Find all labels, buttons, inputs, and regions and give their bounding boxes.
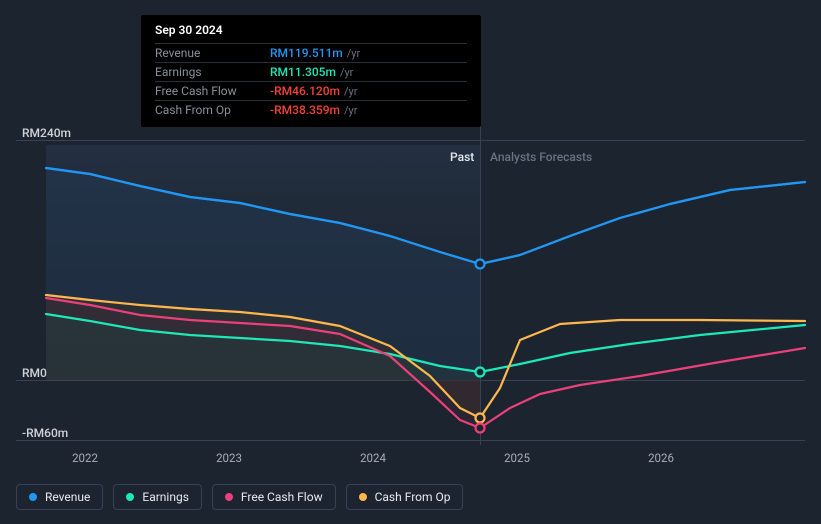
chart-tooltip: Sep 30 2024 RevenueRM119.511m/yrEarnings… [141, 15, 481, 127]
legend-item-label: Earnings [142, 490, 189, 504]
legend-item-label: Cash From Op [375, 490, 451, 504]
x-axis-label: 2022 [72, 451, 98, 465]
tooltip-row: RevenueRM119.511m/yr [155, 43, 467, 62]
tooltip-row-label: Earnings [155, 65, 270, 79]
legend-item-free-cash-flow[interactable]: Free Cash Flow [212, 484, 336, 510]
tooltip-row-label: Cash From Op [155, 103, 270, 117]
tooltip-date: Sep 30 2024 [155, 23, 467, 43]
y-axis-zero-label: RM0 [22, 366, 47, 380]
legend-dot [126, 493, 134, 501]
tooltip-row: EarningsRM11.305m/yr [155, 62, 467, 81]
legend-item-label: Free Cash Flow [241, 490, 323, 504]
legend-item-cash-from-op[interactable]: Cash From Op [346, 484, 464, 510]
x-axis-label: 2024 [360, 451, 386, 465]
chart-legend: Revenue Earnings Free Cash Flow Cash From O… [16, 484, 463, 510]
legend-item-revenue[interactable]: Revenue [16, 484, 103, 510]
legend-item-earnings[interactable]: Earnings [113, 484, 202, 510]
legend-item-label: Revenue [45, 490, 90, 504]
legend-dot [359, 493, 367, 501]
tooltip-row-unit: /yr [344, 104, 357, 117]
tooltip-row: Cash From Op-RM38.359m/yr [155, 100, 467, 119]
legend-dot [225, 493, 233, 501]
forecast-section-label: Analysts Forecasts [490, 150, 592, 164]
tooltip-row-unit: /yr [340, 66, 353, 79]
x-axis-label: 2023 [216, 451, 242, 465]
tooltip-row-value: -RM46.120m [270, 84, 340, 98]
legend-dot [29, 493, 37, 501]
tooltip-row: Free Cash Flow-RM46.120m/yr [155, 81, 467, 100]
x-axis-label: 2025 [504, 451, 530, 465]
tooltip-row-label: Free Cash Flow [155, 84, 270, 98]
tooltip-row-value: RM11.305m [270, 65, 336, 79]
tooltip-row-value: RM119.511m [270, 46, 343, 60]
financials-chart: RM240m RM0 -RM60m Past Analysts Forecast… [0, 0, 821, 524]
x-axis-label: 2026 [648, 451, 674, 465]
y-axis-max-label: RM240m [22, 126, 71, 140]
y-axis-neg-label: -RM60m [22, 426, 68, 440]
tooltip-row-unit: /yr [344, 85, 357, 98]
past-section-label: Past [450, 150, 474, 164]
tooltip-row-label: Revenue [155, 46, 270, 60]
tooltip-row-unit: /yr [347, 47, 360, 60]
tooltip-row-value: -RM38.359m [270, 103, 340, 117]
